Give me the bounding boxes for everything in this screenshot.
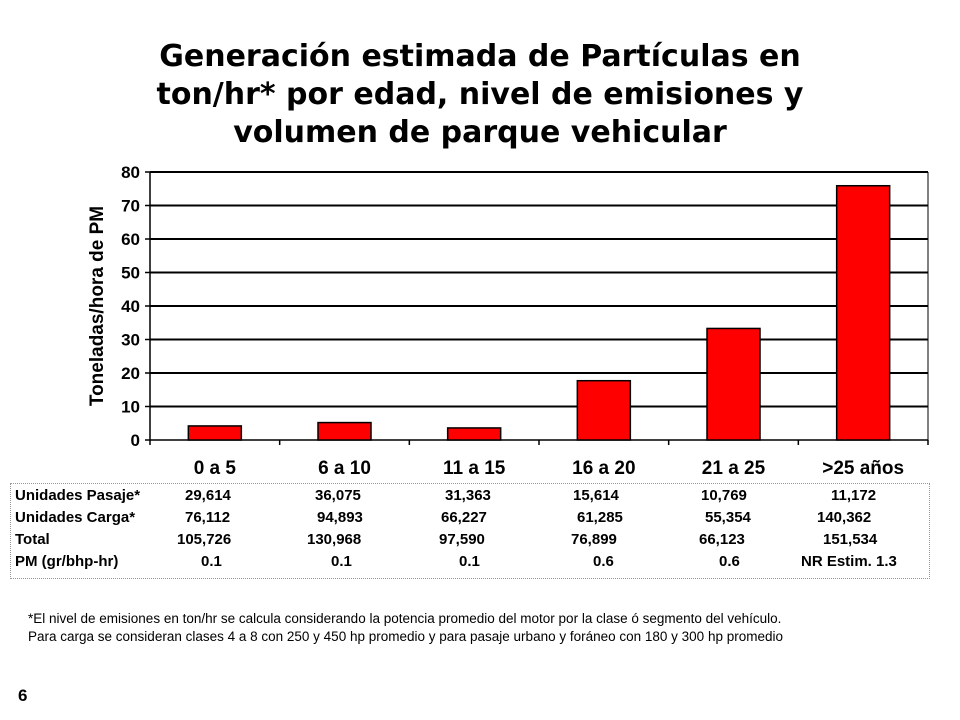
row-label: PM (gr/bhp-hr) bbox=[15, 553, 119, 570]
x-tick-label: 11 a 15 bbox=[443, 458, 506, 479]
cell: 66,227 bbox=[441, 509, 487, 526]
y-tick-label: 80 bbox=[121, 163, 140, 182]
bar bbox=[835, 184, 891, 441]
cell: 29,614 bbox=[185, 487, 231, 504]
bar bbox=[317, 421, 372, 441]
row-label: Total bbox=[15, 531, 50, 548]
y-tick-label: 50 bbox=[121, 264, 140, 283]
y-axis-label: Toneladas/hora de PM bbox=[87, 206, 108, 406]
chart-title: Generación estimada de Partículas en ton… bbox=[120, 38, 840, 152]
x-tick-label: 16 a 20 bbox=[572, 458, 635, 479]
row-label: Unidades Pasaje* bbox=[15, 487, 141, 504]
cell: 0.6 bbox=[719, 553, 740, 570]
table-row-total: Total 105,726 130,968 97,590 76,899 66,1… bbox=[11, 530, 929, 550]
cell: 11,172 bbox=[831, 487, 877, 504]
x-tick-label: 21 a 25 bbox=[702, 458, 766, 479]
cell: 10,769 bbox=[701, 487, 747, 504]
cell: 0.1 bbox=[459, 553, 480, 570]
x-tick-label: >25 años bbox=[822, 458, 904, 479]
table-row-pm: PM (gr/bhp-hr) 0.1 0.1 0.1 0.6 0.6 NR Es… bbox=[11, 552, 929, 572]
cell: 140,362 bbox=[817, 509, 872, 526]
chart-title-line-1: Generación estimada de Partículas en bbox=[159, 39, 801, 74]
x-tick-label: 6 a 10 bbox=[318, 458, 371, 479]
cell: 130,968 bbox=[307, 531, 362, 548]
bar bbox=[187, 425, 243, 441]
y-tick-label: 30 bbox=[121, 331, 140, 350]
footnote: *El nivel de emisiones en ton/hr se calc… bbox=[28, 610, 948, 646]
y-tick-label: 0 bbox=[131, 431, 140, 450]
y-tick-label: 40 bbox=[121, 297, 140, 316]
cell: 15,614 bbox=[573, 487, 619, 504]
data-table: Unidades Pasaje* 29,614 36,075 31,363 15… bbox=[10, 483, 930, 579]
table-row-carga: Unidades Carga* 76,112 94,893 66,227 61,… bbox=[11, 508, 929, 528]
cell: 94,893 bbox=[317, 509, 363, 526]
cell: 76,112 bbox=[185, 509, 231, 526]
y-tick-label: 60 bbox=[121, 230, 140, 249]
cell: 105,726 bbox=[177, 531, 232, 548]
cell: 0.6 bbox=[593, 553, 614, 570]
footnote-line-2: Para carga se consideran clases 4 a 8 co… bbox=[28, 629, 783, 644]
cell: 76,899 bbox=[571, 531, 617, 548]
cell: 0.1 bbox=[201, 553, 222, 570]
cell: 97,590 bbox=[439, 531, 485, 548]
footnote-line-1: *El nivel de emisiones en ton/hr se calc… bbox=[28, 611, 782, 626]
cell: 31,363 bbox=[445, 487, 491, 504]
table-row-pasaje: Unidades Pasaje* 29,614 36,075 31,363 15… bbox=[11, 486, 929, 506]
page-number: 6 bbox=[18, 686, 28, 705]
y-tick-label: 20 bbox=[121, 364, 140, 383]
cell: 66,123 bbox=[699, 531, 745, 548]
cell: 55,354 bbox=[705, 509, 751, 526]
cell: 0.1 bbox=[331, 553, 352, 570]
cell: 151,534 bbox=[823, 531, 878, 548]
bar-chart: 0 10 20 30 40 50 60 70 80 0 a 5 6 a 10 11 a 15 16 a … bbox=[87, 163, 929, 479]
bar bbox=[446, 427, 502, 441]
row-label: Unidades Carga* bbox=[15, 509, 136, 526]
cell: NR Estim. 1.3 bbox=[801, 553, 897, 570]
cell: 36,075 bbox=[315, 487, 361, 504]
chart-title-line-2: ton/hr* por edad, nivel de emisiones y bbox=[156, 77, 804, 112]
y-tick-label: 70 bbox=[121, 197, 140, 216]
bar bbox=[706, 327, 761, 441]
y-tick-label: 10 bbox=[121, 398, 140, 417]
bar bbox=[576, 379, 632, 441]
cell: 61,285 bbox=[577, 509, 623, 526]
chart-title-line-3: volumen de parque vehicular bbox=[233, 115, 727, 150]
x-tick-label: 0 a 5 bbox=[194, 458, 237, 479]
